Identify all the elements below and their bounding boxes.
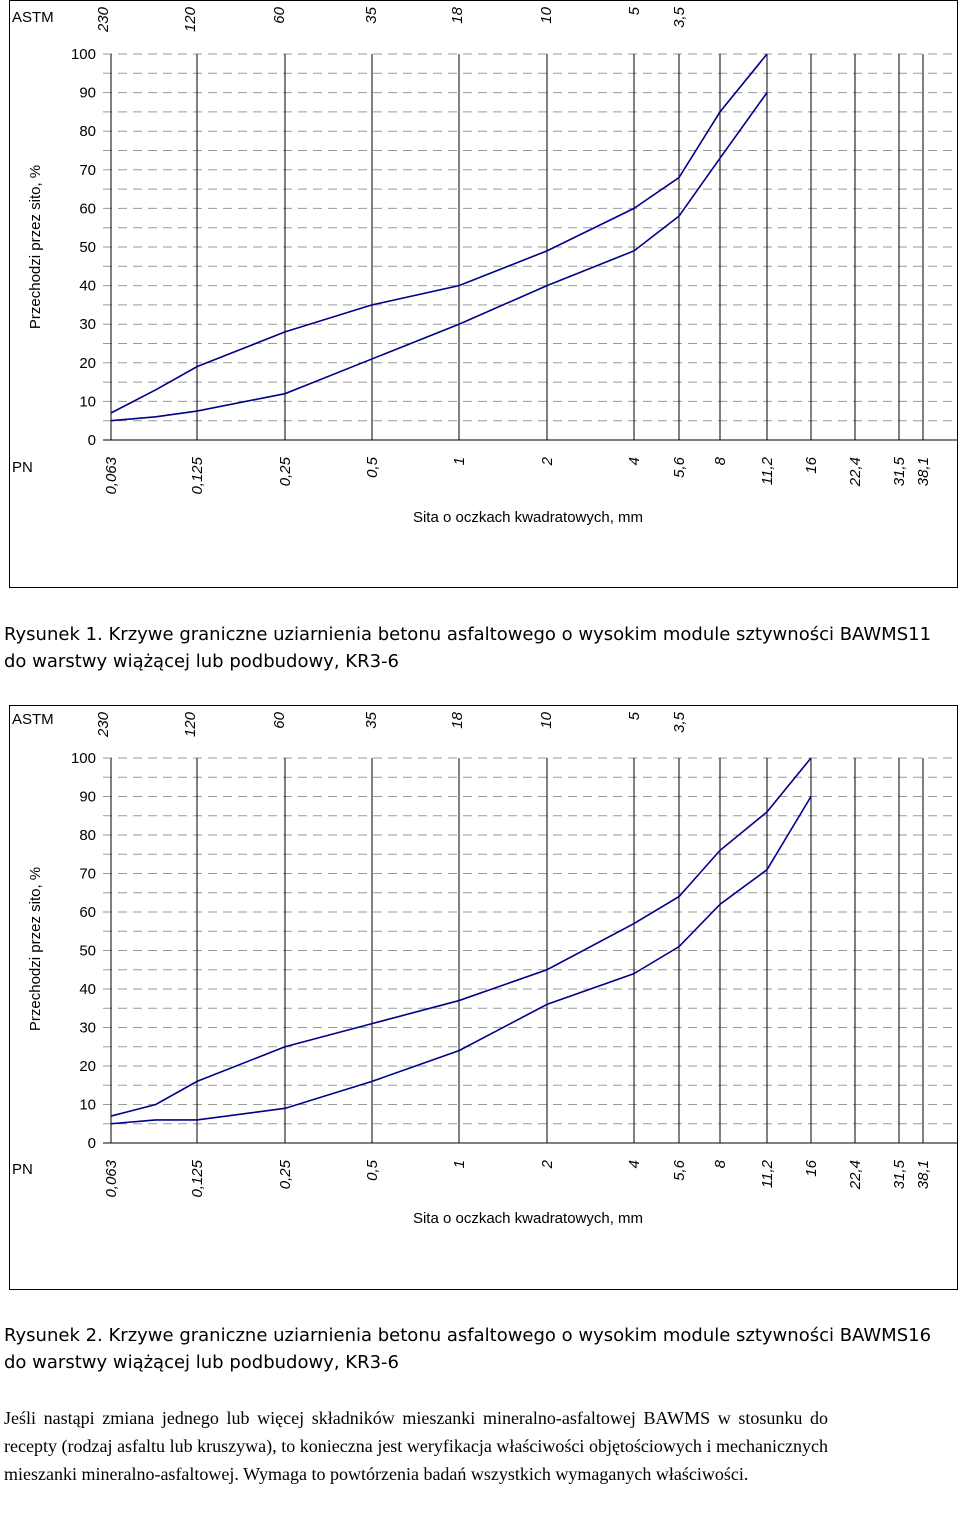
y-tick-label: 30 xyxy=(79,1020,96,1037)
y-tick-label: 10 xyxy=(79,393,96,410)
upper-limit-curve xyxy=(110,757,812,1117)
astm-tick-label: 3,5 xyxy=(671,711,688,733)
pn-tick-label: 8 xyxy=(712,1159,729,1168)
y-tick-label: 10 xyxy=(79,1097,96,1114)
astm-tick-label: 18 xyxy=(449,6,466,23)
pn-tick-label: 22,4 xyxy=(847,457,864,487)
pn-tick-label: 31,5 xyxy=(891,456,908,486)
astm-label: ASTM xyxy=(12,9,54,26)
pn-tick-label: 0,125 xyxy=(189,456,206,494)
lower-limit-curve xyxy=(110,92,768,422)
upper-limit-curve xyxy=(110,53,768,414)
y-axis-label: Przechodzi przez sito, % xyxy=(27,867,44,1031)
caption-text-2: Krzywe graniczne uziarnienia betonu asfa… xyxy=(4,1325,932,1373)
astm-tick-label: 35 xyxy=(363,711,380,728)
pn-tick-label: 11,2 xyxy=(759,456,776,485)
astm-tick-label: 5 xyxy=(626,6,643,15)
pn-tick-label: 0,5 xyxy=(364,456,381,478)
y-tick-label: 60 xyxy=(79,904,96,921)
astm-tick-label: 10 xyxy=(538,6,555,23)
pn-tick-label: 0,5 xyxy=(364,1159,381,1181)
sieve-lines xyxy=(110,758,924,1143)
pn-tick-label: 4 xyxy=(626,457,643,465)
pn-tick-label: 16 xyxy=(803,1159,820,1176)
y-tick-label: 80 xyxy=(79,827,96,844)
y-tick-label: 60 xyxy=(79,200,96,217)
astm-tick-label: 60 xyxy=(271,711,288,728)
pn-tick-label: 0,125 xyxy=(189,1159,206,1197)
y-tick-label: 90 xyxy=(79,85,96,102)
pn-tick-label: 2 xyxy=(539,1159,556,1169)
pn-tick-label: 8 xyxy=(712,456,729,465)
astm-tick-label: 120 xyxy=(182,711,199,737)
pn-tick-label: 1 xyxy=(451,457,468,465)
pn-tick-label: 31,5 xyxy=(891,1159,908,1189)
y-axis-label: Przechodzi przez sito, % xyxy=(27,165,44,329)
sieve-lines xyxy=(110,54,924,440)
pn-tick-label: 11,2 xyxy=(759,1159,776,1188)
pn-tick-label: 0,063 xyxy=(103,1159,120,1197)
y-tick-label: 0 xyxy=(88,1135,96,1152)
pn-tick-label: 38,1 xyxy=(915,457,932,486)
figure-caption-2: Rysunek 2. Krzywe graniczne uziarnienia … xyxy=(4,1322,934,1376)
astm-tick-label: 60 xyxy=(271,6,288,23)
lower-limit-curve xyxy=(110,796,812,1125)
y-tick-label: 20 xyxy=(79,355,96,372)
y-tick-label: 0 xyxy=(88,432,96,449)
y-tick-label: 80 xyxy=(79,123,96,140)
pn-label: PN xyxy=(12,1161,33,1178)
y-tick-label: 30 xyxy=(79,316,96,333)
figure-caption-1: Rysunek 1. Krzywe graniczne uziarnienia … xyxy=(4,621,934,675)
y-tick-label: 90 xyxy=(79,789,96,806)
caption-label-2: Rysunek 2. xyxy=(4,1325,103,1346)
y-tick-label: 70 xyxy=(79,162,96,179)
y-tick-label: 70 xyxy=(79,866,96,883)
x-axis-label: Sita o oczkach kwadratowych, mm xyxy=(413,509,643,526)
astm-tick-label: 3,5 xyxy=(671,6,688,28)
astm-tick-label: 120 xyxy=(182,6,199,32)
caption-label-1: Rysunek 1. xyxy=(4,624,103,645)
chart-frame-1: 100 90 80 70 60 50 40 30 20 10 0 ASTM PN 230 120 60 35 18… xyxy=(9,0,958,588)
astm-label: ASTM xyxy=(12,711,54,728)
pn-tick-label: 0,063 xyxy=(103,456,120,494)
pn-tick-label: 1 xyxy=(451,1160,468,1168)
pn-tick-label: 2 xyxy=(539,456,556,466)
astm-tick-label: 5 xyxy=(626,711,643,720)
pn-tick-label: 5,6 xyxy=(671,1159,688,1181)
pn-tick-label: 22,4 xyxy=(847,1160,864,1190)
astm-tick-label: 18 xyxy=(449,711,466,728)
gridlines xyxy=(103,757,957,1125)
y-tick-label: 100 xyxy=(71,46,96,63)
caption-text-1: Krzywe graniczne uziarnienia betonu asfa… xyxy=(4,624,932,672)
pn-tick-label: 38,1 xyxy=(915,1160,932,1189)
pn-tick-label: 5,6 xyxy=(671,456,688,478)
chart-frame-2: 100 90 80 70 60 50 40 30 20 10 0 ASTM PN 230 120 60 35 18… xyxy=(9,705,958,1290)
y-tick-label: 50 xyxy=(79,943,96,960)
body-paragraph: Jeśli nastąpi zmiana jednego lub więcej … xyxy=(4,1408,828,1484)
astm-tick-label: 230 xyxy=(95,6,112,33)
y-tick-label: 20 xyxy=(79,1058,96,1075)
pn-tick-label: 0,25 xyxy=(277,456,294,486)
y-tick-label: 50 xyxy=(79,239,96,256)
pn-tick-label: 4 xyxy=(626,1160,643,1168)
pn-tick-label: 16 xyxy=(803,456,820,473)
astm-tick-label: 10 xyxy=(538,711,555,728)
y-tick-label: 40 xyxy=(79,981,96,998)
astm-tick-label: 230 xyxy=(95,711,112,738)
x-axis-label: Sita o oczkach kwadratowych, mm xyxy=(413,1210,643,1227)
pn-tick-label: 0,25 xyxy=(277,1159,294,1189)
astm-tick-label: 35 xyxy=(363,6,380,23)
y-tick-label: 100 xyxy=(71,750,96,767)
pn-label: PN xyxy=(12,459,33,476)
y-tick-label: 40 xyxy=(79,278,96,295)
gridlines xyxy=(103,53,957,422)
